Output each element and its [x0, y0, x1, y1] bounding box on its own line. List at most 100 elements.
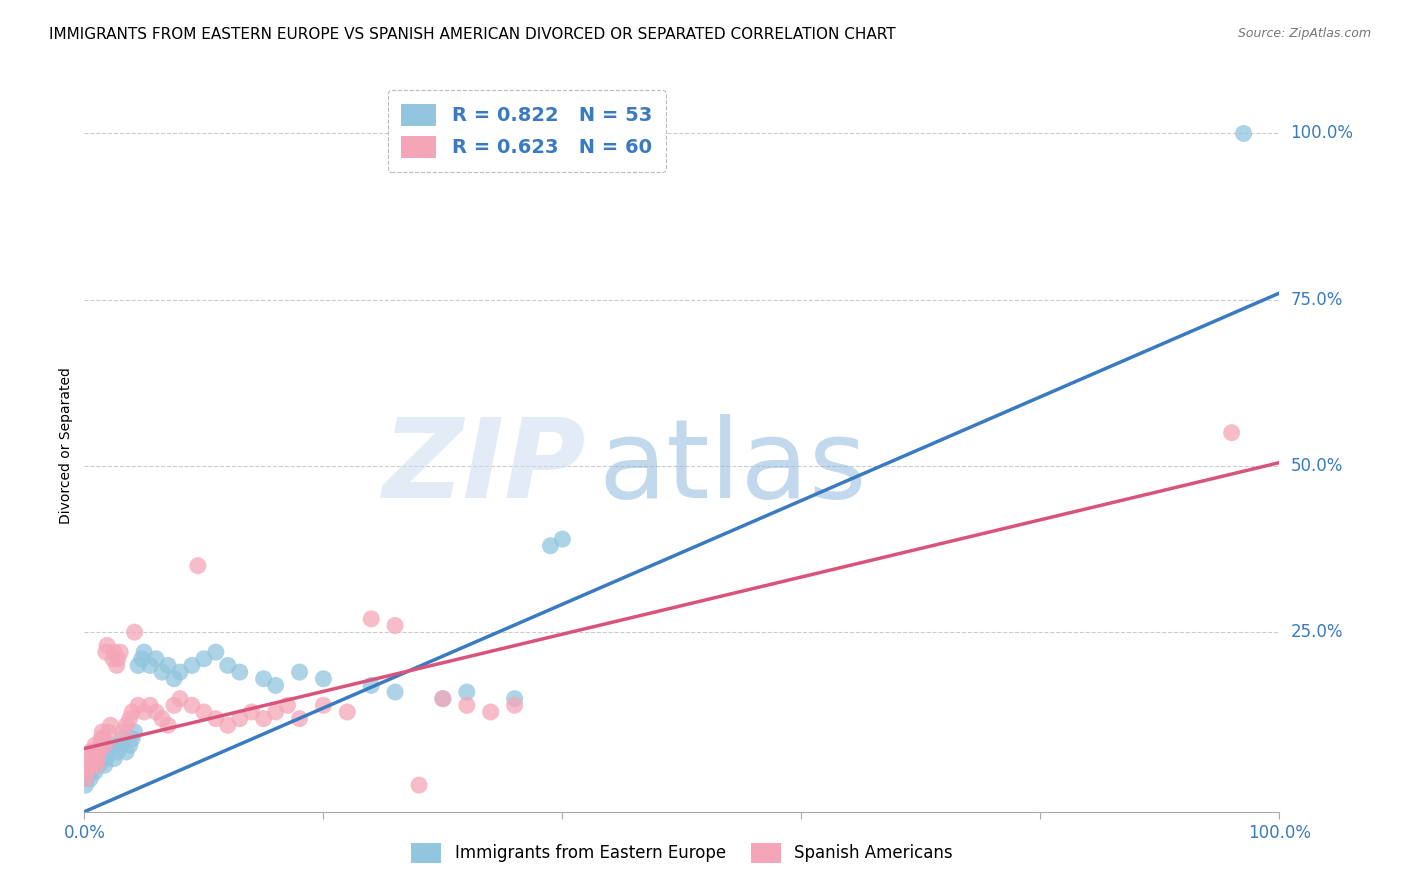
Point [110, 645, 132, 659]
Point [107, 652, 129, 666]
Point [240, 705, 263, 719]
Point [163, 672, 186, 686]
Point [264, 678, 287, 692]
Point [107, 745, 129, 759]
Point [89, 751, 111, 765]
Text: 50.0%: 50.0% [1291, 457, 1343, 475]
Point [91, 738, 114, 752]
Point [132, 705, 156, 719]
Text: ZIP: ZIP [382, 415, 586, 522]
Point [150, 665, 173, 679]
Point [111, 725, 134, 739]
Point [93, 738, 115, 752]
Point [127, 658, 149, 673]
Point [94, 751, 117, 765]
Point [132, 645, 156, 659]
Point [110, 738, 132, 752]
Point [1233, 127, 1256, 141]
Point [157, 718, 180, 732]
Point [360, 678, 382, 692]
Point [77, 758, 100, 772]
Point [79, 772, 101, 786]
Point [384, 618, 406, 632]
Text: 100.0%: 100.0% [1291, 125, 1354, 143]
Point [432, 691, 454, 706]
Point [131, 652, 153, 666]
Point [145, 705, 167, 719]
Point [103, 751, 125, 765]
Point [82, 758, 104, 772]
Point [121, 705, 143, 719]
Point [169, 665, 191, 679]
Point [124, 625, 146, 640]
Point [1220, 425, 1243, 440]
Point [312, 672, 335, 686]
Point [503, 698, 526, 713]
Point [163, 698, 186, 713]
Point [408, 778, 430, 792]
Point [384, 685, 406, 699]
Point [83, 745, 105, 759]
Legend: Immigrants from Eastern Europe, Spanish Americans: Immigrants from Eastern Europe, Spanish … [405, 837, 959, 869]
Point [157, 658, 180, 673]
Point [90, 731, 112, 746]
Text: IMMIGRANTS FROM EASTERN EUROPE VS SPANISH AMERICAN DIVORCED OR SEPARATED CORRELA: IMMIGRANTS FROM EASTERN EUROPE VS SPANIS… [49, 27, 896, 42]
Point [253, 712, 276, 726]
Point [456, 685, 478, 699]
Point [87, 758, 110, 772]
Point [75, 778, 97, 792]
Text: 25.0%: 25.0% [1291, 624, 1343, 641]
Text: atlas: atlas [599, 415, 866, 522]
Point [150, 712, 173, 726]
Point [181, 658, 204, 673]
Point [86, 758, 108, 772]
Point [86, 751, 108, 765]
Point [89, 738, 111, 752]
Point [124, 725, 146, 739]
Point [139, 698, 162, 713]
Point [193, 652, 215, 666]
Point [181, 698, 204, 713]
Point [94, 645, 117, 659]
Point [111, 731, 134, 746]
Point [91, 725, 114, 739]
Point [551, 532, 574, 546]
Point [75, 772, 97, 786]
Point [80, 764, 103, 779]
Point [96, 639, 118, 653]
Point [193, 705, 215, 719]
Point [79, 745, 101, 759]
Point [77, 751, 100, 765]
Point [101, 652, 124, 666]
Point [145, 652, 167, 666]
Point [360, 612, 382, 626]
Point [105, 658, 128, 673]
Point [288, 665, 311, 679]
Point [90, 745, 112, 759]
Point [169, 691, 191, 706]
Point [217, 658, 239, 673]
Point [118, 738, 141, 752]
Point [217, 718, 239, 732]
Point [93, 745, 115, 759]
Point [97, 725, 120, 739]
Point [288, 712, 311, 726]
Point [77, 764, 100, 779]
Point [277, 698, 299, 713]
Point [83, 751, 105, 765]
Point [187, 558, 209, 573]
Point [115, 718, 138, 732]
Point [86, 751, 108, 765]
Point [479, 705, 502, 719]
Point [205, 712, 228, 726]
Point [456, 698, 478, 713]
Point [80, 758, 103, 772]
Point [97, 745, 120, 759]
Text: 75.0%: 75.0% [1291, 291, 1343, 309]
Point [121, 731, 143, 746]
Point [84, 764, 107, 779]
Text: Source: ZipAtlas.com: Source: ZipAtlas.com [1237, 27, 1371, 40]
Point [76, 764, 98, 779]
Point [100, 718, 122, 732]
Point [93, 758, 115, 772]
